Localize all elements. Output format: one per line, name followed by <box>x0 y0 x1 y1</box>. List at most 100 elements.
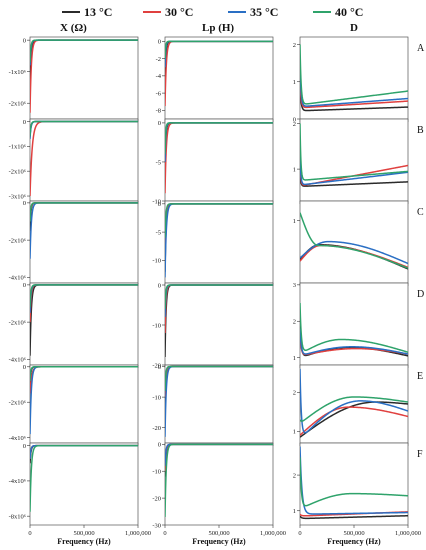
x-tick-label: 0 <box>163 530 166 537</box>
series-line <box>165 365 273 392</box>
y-tick-label: -4x10⁶ <box>9 275 26 282</box>
panel-B-1: 0 -1x10⁶ -2x10⁶ -3x10⁶ <box>9 118 139 204</box>
y-tick-label: 1 <box>293 79 296 86</box>
series-line <box>300 514 408 520</box>
y-tick-label: 0 <box>158 120 161 127</box>
x-axis-label: Frequency (Hz) <box>192 537 246 546</box>
x-tick-label: 1,000,000 <box>260 530 286 537</box>
panel-A-2: 0 -2 -4 -6 -8 <box>156 36 274 122</box>
row-label: C <box>417 207 424 218</box>
series-line <box>30 202 138 222</box>
series-line <box>165 203 273 238</box>
legend-label: 40 °C <box>335 5 363 19</box>
y-tick-label: -2x10⁶ <box>9 168 26 175</box>
y-tick-label: 0 <box>158 39 161 46</box>
y-tick-label: 0 <box>293 116 296 123</box>
y-tick-label: -5 <box>156 159 161 166</box>
row-label: B <box>417 125 424 136</box>
row-label: E <box>417 371 423 382</box>
y-tick-label: -2x10⁶ <box>9 400 26 407</box>
y-tick-label: -20 <box>152 495 161 502</box>
x-axis-label: Frequency (Hz) <box>57 537 111 546</box>
panel-B-3: 12 <box>293 118 409 204</box>
y-tick-label: -20 <box>152 362 161 369</box>
panel-E-1: 0 -2x10⁶ -4x10⁶ <box>9 364 139 446</box>
y-tick-label: 1 <box>293 355 296 362</box>
row-label: F <box>417 449 423 460</box>
x-tick-label: 1,000,000 <box>125 530 151 537</box>
legend-label: 13 °C <box>84 5 112 19</box>
y-tick-label: -8 <box>156 108 161 115</box>
y-tick-label: -1x10⁶ <box>9 144 26 151</box>
y-tick-label: 2 <box>293 390 296 397</box>
series-line <box>300 406 408 436</box>
panel-D-1: 0 -2x10⁶ -4x10⁶ <box>9 282 139 368</box>
y-tick-label: -30 <box>152 522 161 529</box>
y-tick-label: -4x10⁶ <box>9 357 26 364</box>
series-line <box>300 85 408 112</box>
panel-C-2: 0 -5 -10 <box>152 200 274 286</box>
y-tick-label: 0 <box>23 200 26 207</box>
panel-F-1: 0 -4x10⁶ -8x10⁶ 0 500,000 1,000,000 Frequency … <box>9 442 151 546</box>
panel-D-3: 1 2 3 <box>293 282 409 368</box>
y-tick-label: -2x10⁶ <box>9 237 26 244</box>
row-label: A <box>417 43 425 54</box>
panel-E-2: 0 -10 -20 <box>152 364 274 446</box>
panel-frame <box>164 364 274 444</box>
panel-frame <box>29 118 139 202</box>
series-line <box>165 40 273 59</box>
series-line <box>300 44 408 105</box>
y-tick-label: -20 <box>152 425 161 432</box>
series-line <box>300 303 408 353</box>
y-tick-label: 1 <box>293 218 296 225</box>
panel-frame <box>29 200 139 284</box>
y-tick-label: 0 <box>158 442 161 449</box>
column-title: X (Ω) <box>60 22 87 34</box>
column-title: Lp (H) <box>202 22 234 34</box>
y-tick-label: -10 <box>152 394 161 401</box>
x-tick-label: 1,000,000 <box>395 530 421 537</box>
x-tick-label: 0 <box>28 530 31 537</box>
series-line <box>300 328 408 355</box>
series-line <box>300 446 408 515</box>
series-line <box>300 368 408 434</box>
panel-frame <box>164 36 274 120</box>
y-tick-label: -2 <box>156 56 161 63</box>
panel-frame <box>299 442 409 526</box>
column-title: D <box>350 22 358 34</box>
series-line <box>300 66 408 107</box>
series-line <box>300 155 408 186</box>
series-line <box>30 284 138 308</box>
series-line <box>165 284 273 310</box>
y-tick-label: 0 <box>23 443 26 450</box>
series-line <box>300 212 408 269</box>
panel-frame <box>299 364 409 444</box>
y-tick-label: -2x10⁶ <box>9 319 26 326</box>
y-tick-label: -4x10⁶ <box>9 435 26 442</box>
x-tick-label: 500,000 <box>343 530 364 537</box>
panel-frame <box>29 442 139 526</box>
panel-frame <box>29 36 139 120</box>
x-tick-label: 0 <box>298 530 301 537</box>
x-tick-label: 500,000 <box>73 530 94 537</box>
series-line <box>30 366 138 381</box>
y-tick-label: -8x10⁶ <box>9 513 26 520</box>
series-line <box>300 396 408 422</box>
panel-B-2: 0 -5 -10 <box>152 118 274 205</box>
y-tick-label: -1x10⁶ <box>9 69 26 76</box>
series-line <box>165 443 273 517</box>
y-tick-label: 1 <box>293 166 296 173</box>
y-tick-label: 0 <box>23 37 26 44</box>
y-tick-label: -10 <box>152 469 161 476</box>
y-tick-label: -3x10⁶ <box>9 193 26 200</box>
panel-E-3: 12 <box>293 364 409 446</box>
series-line <box>300 81 408 109</box>
y-tick-label: 0 <box>158 201 161 208</box>
y-tick-label: 0 <box>23 119 26 126</box>
panel-frame <box>29 364 139 444</box>
y-tick-label: 0 <box>158 282 161 289</box>
y-tick-label: -4 <box>156 73 162 80</box>
y-tick-label: -10 <box>152 322 161 329</box>
